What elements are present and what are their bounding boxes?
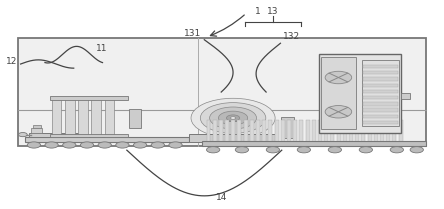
- Bar: [18, 38, 426, 146]
- Bar: [129, 109, 142, 128]
- Bar: [374, 120, 378, 142]
- Bar: [321, 57, 356, 129]
- Bar: [52, 97, 61, 137]
- Bar: [363, 90, 398, 93]
- Bar: [25, 137, 189, 142]
- Bar: [363, 102, 398, 106]
- Bar: [363, 121, 398, 124]
- Circle shape: [218, 111, 248, 125]
- Circle shape: [151, 142, 164, 148]
- Bar: [305, 120, 309, 142]
- Circle shape: [134, 142, 147, 148]
- Bar: [363, 77, 398, 81]
- Bar: [386, 120, 390, 142]
- Bar: [281, 120, 285, 142]
- Circle shape: [191, 98, 275, 138]
- Bar: [349, 120, 353, 142]
- Text: 132: 132: [283, 32, 300, 41]
- Text: 12: 12: [6, 57, 17, 66]
- Circle shape: [200, 103, 266, 133]
- Bar: [343, 120, 347, 142]
- Circle shape: [18, 133, 27, 137]
- Circle shape: [45, 142, 58, 148]
- Bar: [363, 108, 398, 112]
- Bar: [225, 120, 229, 142]
- Bar: [262, 120, 266, 142]
- Circle shape: [98, 142, 111, 148]
- Circle shape: [206, 147, 220, 153]
- Bar: [330, 120, 334, 142]
- Bar: [238, 120, 242, 142]
- Circle shape: [410, 147, 424, 153]
- Circle shape: [210, 107, 257, 129]
- Bar: [105, 97, 115, 137]
- Bar: [29, 133, 78, 137]
- Bar: [363, 71, 398, 74]
- Circle shape: [359, 147, 373, 153]
- Circle shape: [230, 117, 236, 119]
- Bar: [401, 93, 410, 99]
- Bar: [363, 65, 398, 68]
- Bar: [31, 128, 42, 133]
- Bar: [78, 97, 88, 137]
- Bar: [91, 97, 101, 137]
- Bar: [324, 120, 328, 142]
- Circle shape: [116, 142, 129, 148]
- Text: 131: 131: [184, 29, 201, 38]
- Text: 14: 14: [216, 193, 228, 202]
- Text: 13: 13: [267, 7, 279, 16]
- Bar: [256, 120, 260, 142]
- Bar: [50, 134, 128, 137]
- Bar: [244, 120, 248, 142]
- Bar: [299, 120, 303, 142]
- Circle shape: [235, 147, 249, 153]
- Bar: [275, 120, 279, 142]
- Bar: [380, 120, 384, 142]
- Bar: [392, 120, 396, 142]
- Bar: [319, 54, 401, 133]
- Bar: [231, 120, 235, 142]
- Circle shape: [297, 147, 310, 153]
- Circle shape: [325, 106, 352, 118]
- Bar: [269, 120, 273, 142]
- Bar: [362, 60, 400, 126]
- Circle shape: [80, 142, 94, 148]
- Bar: [32, 125, 40, 128]
- Circle shape: [328, 147, 341, 153]
- Circle shape: [27, 142, 40, 148]
- Bar: [363, 115, 398, 118]
- Bar: [312, 120, 316, 142]
- Bar: [226, 121, 240, 134]
- Bar: [399, 120, 403, 142]
- Bar: [363, 96, 398, 99]
- Bar: [281, 117, 294, 138]
- Circle shape: [169, 142, 182, 148]
- Bar: [368, 120, 372, 142]
- Bar: [202, 141, 426, 146]
- Bar: [361, 120, 365, 142]
- Circle shape: [390, 147, 404, 153]
- Bar: [318, 120, 322, 142]
- Bar: [293, 120, 297, 142]
- Bar: [250, 120, 254, 142]
- Circle shape: [63, 142, 76, 148]
- Circle shape: [325, 71, 352, 84]
- Circle shape: [226, 115, 240, 121]
- Circle shape: [266, 147, 280, 153]
- Bar: [363, 84, 398, 87]
- Bar: [213, 120, 217, 142]
- Bar: [206, 120, 210, 142]
- Bar: [337, 120, 341, 142]
- Text: 11: 11: [96, 44, 107, 53]
- Bar: [189, 134, 278, 142]
- Bar: [287, 120, 291, 142]
- Bar: [219, 120, 223, 142]
- Bar: [65, 97, 75, 137]
- Bar: [355, 120, 359, 142]
- Bar: [50, 96, 128, 100]
- Text: 1: 1: [255, 6, 261, 16]
